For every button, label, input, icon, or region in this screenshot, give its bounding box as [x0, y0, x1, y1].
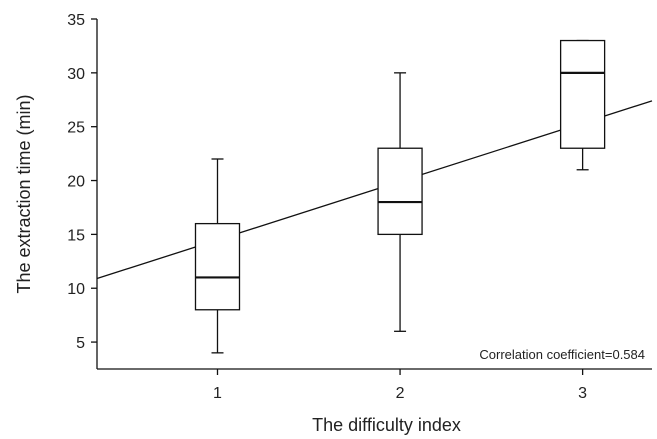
y-tick-label-20: 20 [67, 174, 85, 191]
y-tick-label-10: 10 [67, 281, 85, 298]
correlation-annotation: Correlation coefficient=0.584 [479, 347, 645, 362]
box-1 [194, 158, 241, 354]
x-tick-label-2: 2 [396, 385, 405, 402]
axes [96, 19, 652, 370]
y-tick-label-30: 30 [67, 66, 85, 83]
box-3 [559, 39, 606, 171]
boxes-group [194, 39, 606, 354]
y-tick-label-15: 15 [67, 227, 85, 244]
x-tick-label-3: 3 [578, 385, 587, 402]
trend-line-group [96, 100, 653, 280]
y-tick-label-5: 5 [76, 335, 85, 352]
y-tick-label-25: 25 [67, 120, 85, 137]
x-axis-title: The difficulty index [312, 415, 461, 435]
iqr-box-3 [559, 39, 606, 149]
y-tick-label-35: 35 [67, 12, 85, 29]
iqr-box-2 [377, 147, 423, 236]
box-2 [377, 72, 423, 332]
iqr-box-1 [194, 222, 241, 311]
regression-line [96, 100, 653, 280]
x-tick-label-1: 1 [213, 385, 222, 402]
y-axis-title: The extraction time (min) [14, 94, 34, 293]
ticks-group: 5 10 15 20 25 30 35 1 2 3 [67, 12, 587, 402]
